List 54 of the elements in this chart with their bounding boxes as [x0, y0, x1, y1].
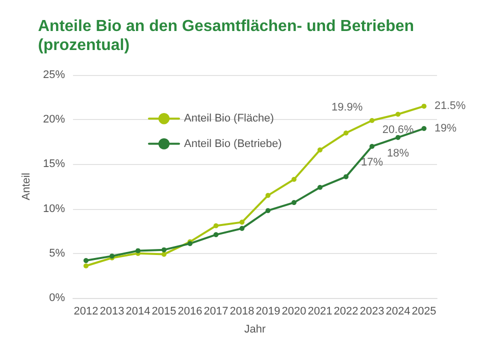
point — [396, 112, 400, 117]
x-tick-label: 2012 — [74, 306, 98, 318]
point — [240, 226, 244, 231]
point — [422, 126, 426, 132]
point — [396, 134, 400, 140]
point — [344, 174, 348, 180]
data-label: 21.5% — [434, 100, 466, 112]
y-axis-title: Anteil — [20, 172, 33, 200]
x-tick-label: 2023 — [360, 306, 384, 318]
data-label: 18% — [386, 147, 410, 160]
x-tick-label: 2024 — [386, 306, 410, 318]
x-tick-label: 2016 — [178, 306, 202, 318]
chart-title: Anteile Bio an den Gesamtflächen- und Betrieben (prozentual) — [38, 18, 414, 54]
point — [240, 220, 244, 225]
point — [422, 104, 426, 109]
point — [370, 118, 374, 123]
x-tick-label: 2021 — [308, 306, 332, 318]
point — [344, 130, 348, 136]
y-tick-label: 10% — [42, 202, 66, 215]
data-label: 20.6% — [382, 124, 414, 136]
legend-label: Anteil Bio (Betriebe) — [184, 138, 282, 150]
point — [292, 176, 296, 182]
x-tick-label: 2015 — [152, 306, 176, 318]
x-axis-title: Jahr — [244, 324, 266, 336]
y-tick-label: 5% — [49, 247, 66, 260]
point — [318, 147, 322, 152]
point — [136, 248, 140, 254]
x-tick-label: 2018 — [230, 306, 254, 318]
point — [266, 192, 270, 198]
point — [266, 208, 270, 214]
x-tick-label: 2014 — [126, 306, 150, 318]
point — [84, 263, 88, 268]
x-tick-label: 2020 — [282, 306, 306, 318]
x-tick-label: 2019 — [256, 306, 280, 318]
x-tick-label: 2025 — [412, 306, 436, 318]
y-tick-label: 25% — [42, 69, 66, 81]
point — [162, 247, 166, 252]
x-tick-label: 2022 — [334, 306, 358, 318]
y-tick-label: 0% — [49, 292, 66, 304]
point — [162, 252, 166, 257]
point — [318, 184, 322, 190]
point — [84, 258, 88, 264]
x-tick-label: 2017 — [204, 306, 228, 318]
data-label: 19.9% — [332, 101, 363, 114]
x-tick-label: 2013 — [100, 306, 124, 318]
point — [214, 223, 218, 228]
point — [370, 144, 374, 149]
point — [292, 200, 296, 206]
y-tick-label: 15% — [42, 158, 66, 170]
point — [214, 232, 218, 238]
legend-label: Anteil Bio (Fläche) — [184, 112, 274, 125]
data-label: 17% — [360, 156, 384, 168]
y-tick-label: 20% — [42, 114, 66, 126]
data-label: 19% — [434, 122, 457, 135]
